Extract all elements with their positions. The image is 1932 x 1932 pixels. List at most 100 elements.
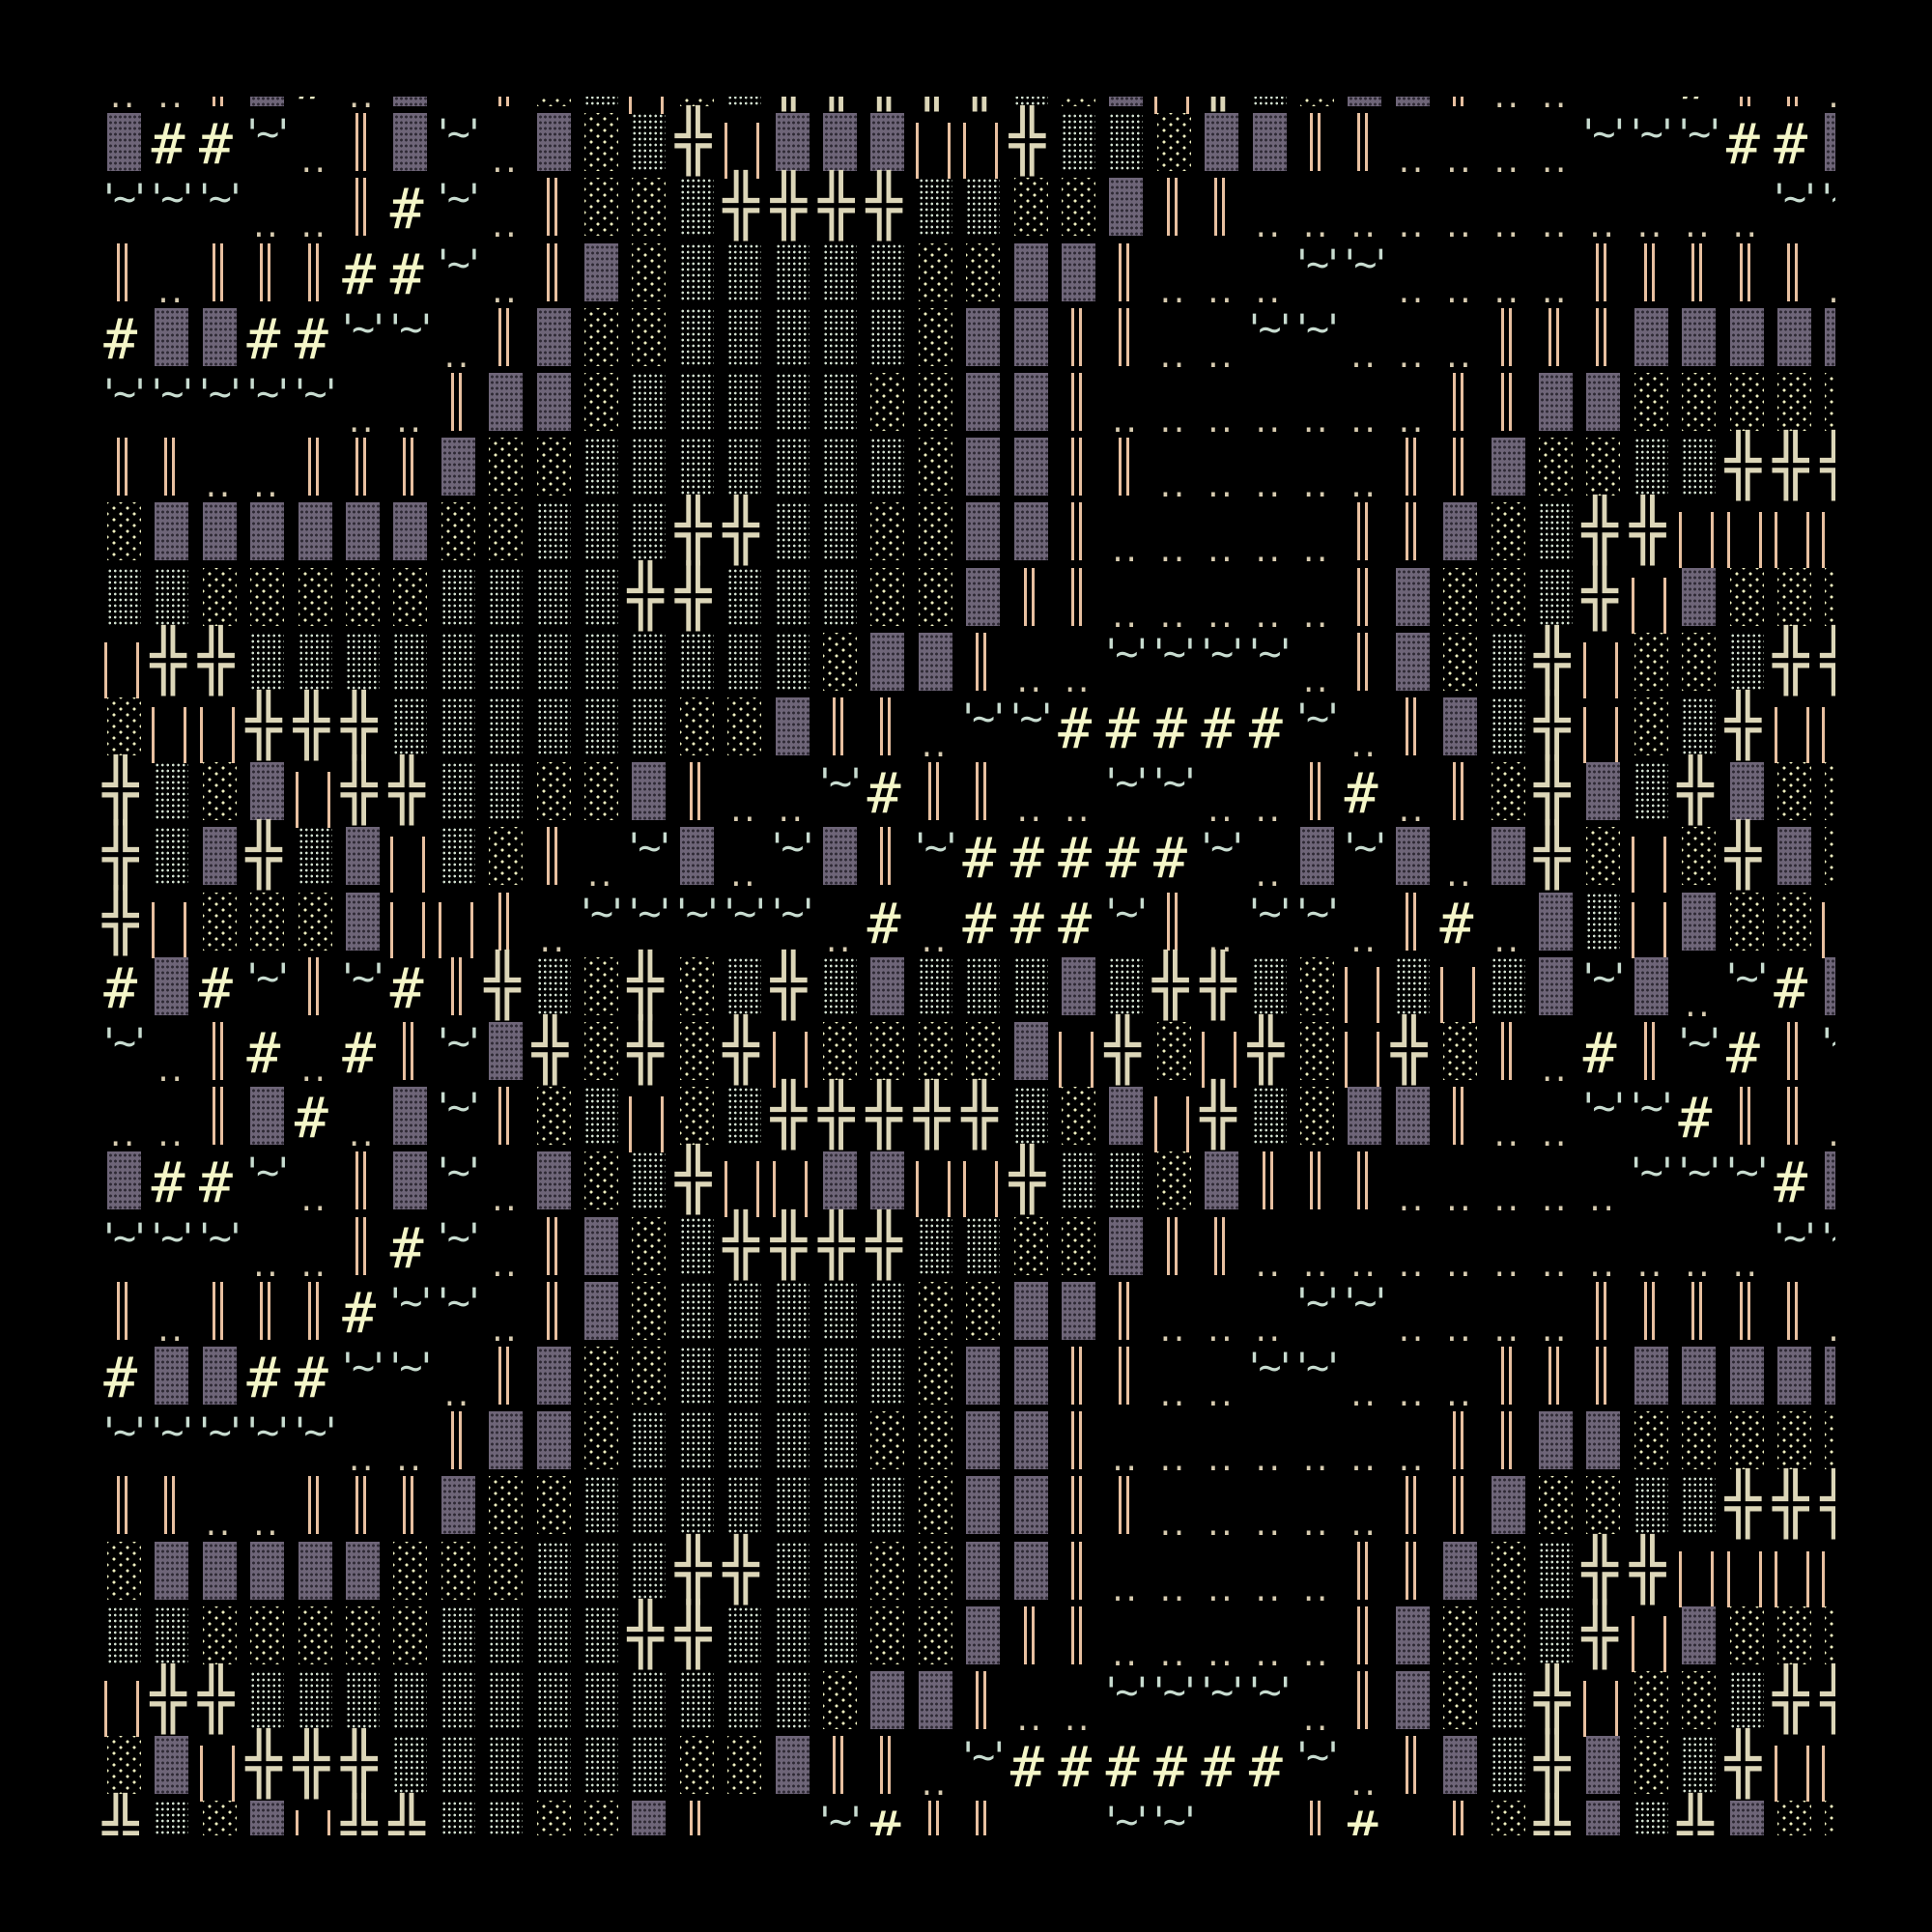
full-block-shape xyxy=(155,502,189,561)
glyph-hash: # xyxy=(1194,694,1241,761)
glyph-dense-shade xyxy=(717,1472,764,1537)
full-block-shape xyxy=(393,502,428,561)
glyph-full-block xyxy=(1624,304,1671,369)
glyph-dots: .. xyxy=(1194,1603,1241,1673)
light-shade-shape xyxy=(1825,827,1835,886)
hash-text: # xyxy=(1153,696,1187,761)
dots-text: .. xyxy=(1814,97,1835,115)
glyph-dots: .. xyxy=(1147,564,1194,635)
dense-shade-shape xyxy=(823,373,857,431)
light-shade-shape xyxy=(584,1151,618,1210)
light-shade-shape xyxy=(727,697,762,755)
bracket-bars-bar xyxy=(963,123,967,180)
light-shade-shape xyxy=(393,1605,428,1664)
full-block-shape xyxy=(250,762,285,821)
tilde-text: '~' xyxy=(1290,242,1345,287)
dots-text: .. xyxy=(1348,1509,1378,1544)
double-vertical-bar xyxy=(1357,1151,1361,1210)
double-vertical-bar xyxy=(840,1736,843,1795)
double-vertical-bar xyxy=(696,1801,700,1835)
double-vertical-bar xyxy=(880,827,884,886)
glyph-dense-shade xyxy=(431,694,478,758)
dense-shade-shape xyxy=(775,1605,810,1664)
glyph-double-cross: ╬ xyxy=(1147,952,1194,1018)
bracket-bars-bar xyxy=(184,707,187,763)
dots-text: .. xyxy=(393,406,424,440)
glyph-double-vertical xyxy=(383,1018,430,1083)
bracket-bars-bar xyxy=(390,837,394,894)
dots-text: .. xyxy=(1348,924,1378,959)
glyph-double-vertical xyxy=(1004,1603,1051,1667)
double-vertical-bar xyxy=(1174,1216,1178,1275)
glyph-double-cross: ╬ xyxy=(908,97,955,109)
dense-shade-shape xyxy=(727,567,762,626)
glyph-hash: # xyxy=(192,109,240,177)
double-vertical-bar xyxy=(1318,113,1321,172)
glyph-full-block xyxy=(1004,1472,1051,1537)
glyph-dots: .. xyxy=(1433,823,1480,894)
light-shade-shape xyxy=(632,242,667,301)
double-vertical-bar xyxy=(1357,1605,1361,1664)
glyph-bracket-bars xyxy=(1814,498,1835,569)
double-vertical-bar xyxy=(315,1281,319,1340)
glyph-dense-shade xyxy=(1481,1667,1528,1732)
glyph-double-vertical xyxy=(288,1472,335,1537)
glyph-light-shade xyxy=(908,1343,955,1407)
dots-text: .. xyxy=(1348,1444,1378,1479)
double-cross-text: ╬ xyxy=(1581,495,1618,566)
glyph-tilde: '~' xyxy=(431,97,478,109)
double-cross-text: ╬ xyxy=(627,1598,664,1669)
dots-text: .. xyxy=(1395,211,1426,245)
dense-shade-shape xyxy=(1109,1151,1144,1210)
double-vertical-bar xyxy=(355,1151,358,1210)
glyph-double-vertical xyxy=(1576,304,1623,369)
glyph-light-shade xyxy=(908,304,955,369)
glyph-dense-shade xyxy=(1624,434,1671,498)
glyph-light-shade xyxy=(1481,498,1528,563)
glyph-double-vertical xyxy=(669,1797,717,1835)
tilde-text: '~' xyxy=(1099,761,1153,807)
glyph-dots: .. xyxy=(1051,629,1098,699)
glyph-double-vertical xyxy=(1051,369,1098,434)
glyph-light-shade xyxy=(1814,1603,1835,1667)
glyph-dots: .. xyxy=(1242,1538,1290,1608)
dense-shade-shape xyxy=(679,1411,714,1470)
glyph-light-shade xyxy=(1624,369,1671,434)
glyph-full-block xyxy=(765,694,812,758)
light-shade-shape xyxy=(823,1022,857,1080)
dots-text: .. xyxy=(488,1184,520,1219)
glyph-row: ╬╬....'~''~''~''~'..╬╬╬ xyxy=(97,628,1835,699)
glyph-dense-shade xyxy=(621,1667,668,1732)
full-block-shape xyxy=(870,956,905,1015)
glyph-dots: .. xyxy=(1194,304,1241,375)
double-vertical-bar xyxy=(1412,502,1416,561)
full-block-shape xyxy=(346,502,380,561)
dense-shade-shape xyxy=(1634,1801,1668,1835)
tilde-text: '~' xyxy=(1147,761,1202,807)
hash-text: # xyxy=(962,890,997,956)
dots-text: .. xyxy=(1442,211,1474,245)
double-cross-text: ╬ xyxy=(812,97,860,109)
tilde-text: '~' xyxy=(812,761,867,807)
double-vertical-bar xyxy=(1787,1281,1790,1340)
glyph-light-shade xyxy=(1433,1667,1480,1732)
glyph-full-block xyxy=(383,109,430,174)
bracket-bars-bar xyxy=(1615,707,1619,763)
hash-text: # xyxy=(1105,825,1140,892)
double-cross-text: ╬ xyxy=(866,170,902,242)
glyph-tilde: '~' xyxy=(144,174,199,239)
glyph-dense-shade xyxy=(860,434,907,498)
glyph-full-block xyxy=(1385,564,1433,629)
glyph-hash: # xyxy=(1098,1732,1146,1800)
dots-text: .. xyxy=(1395,146,1426,181)
dots-text: .. xyxy=(1061,795,1093,830)
dots-text: .. xyxy=(726,860,758,895)
dots-text: .. xyxy=(1491,1184,1521,1219)
dots-text: .. xyxy=(202,470,233,505)
bracket-bars-bar xyxy=(661,1096,665,1153)
glyph-double-cross: ╬ xyxy=(621,1017,668,1083)
glyph-light-shade xyxy=(1767,369,1814,434)
double-vertical-bar xyxy=(983,762,987,821)
light-shade-shape xyxy=(584,1022,618,1080)
glyph-bracket-bars xyxy=(383,889,430,958)
